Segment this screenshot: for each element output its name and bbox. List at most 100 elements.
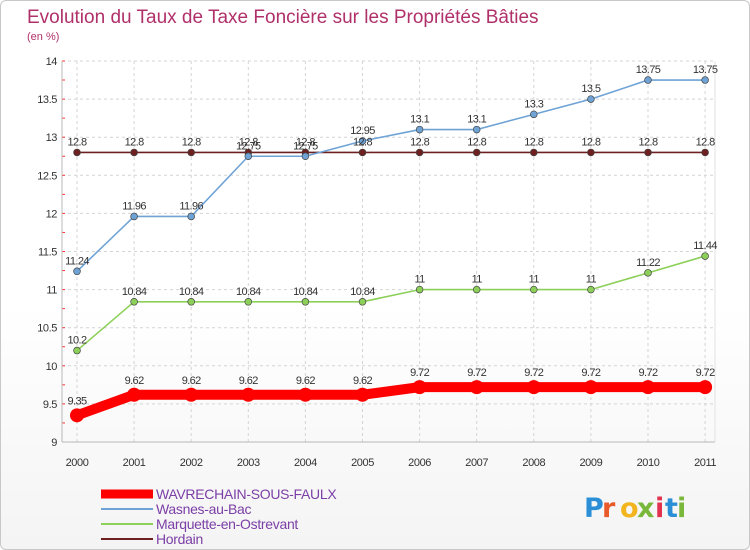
data-label: 9.72: [467, 367, 486, 379]
legend-label: WAVRECHAIN-SOUS-FAULX: [156, 486, 337, 502]
data-point: [187, 148, 195, 157]
y-tick-label: 13: [46, 132, 58, 144]
data-point: [73, 346, 81, 355]
legend-label: Wasnes-au-Bac: [156, 501, 251, 517]
data-label: 12.8: [696, 136, 715, 148]
data-label: 10.84: [122, 286, 147, 298]
data-point: [358, 298, 367, 306]
data-label: 9.72: [524, 367, 543, 379]
data-label: 13.75: [693, 64, 718, 76]
proxiti-logo: Pr ox i t i: [584, 493, 686, 524]
data-label: 12.8: [467, 136, 486, 148]
data-point: [701, 252, 709, 260]
data-point: [698, 380, 713, 395]
data-point: [184, 387, 199, 402]
data-point: [587, 148, 595, 157]
series-line-3: [72, 382, 711, 421]
data-point: [130, 212, 138, 221]
data-point: [412, 380, 427, 395]
x-tick-label: 2003: [237, 457, 260, 469]
data-point: [298, 387, 313, 402]
data-label: 12.8: [125, 136, 144, 148]
data-label: 9.62: [353, 375, 372, 387]
legend-label: Hordain: [156, 531, 203, 547]
brand-letter: r: [602, 493, 616, 524]
data-label: 11: [586, 274, 597, 286]
data-label: 12.8: [67, 136, 86, 148]
data-label: 11.24: [65, 255, 89, 267]
series-line-1: [76, 255, 706, 352]
chart-title: Evolution du Taux de Taxe Foncière sur l…: [27, 7, 539, 28]
x-tick-label: 2006: [408, 457, 431, 469]
data-point: [583, 380, 598, 395]
y-tick-label: 10: [46, 361, 58, 373]
data-point: [644, 148, 652, 157]
data-label: 9.62: [296, 375, 315, 387]
legend: WAVRECHAIN-SOUS-FAULXWasnes-au-BacMarque…: [101, 486, 338, 547]
data-label: 13.1: [467, 114, 486, 126]
data-label: 10.84: [293, 286, 318, 298]
data-point: [415, 125, 424, 134]
data-label: 11: [472, 274, 483, 286]
data-label: 9.62: [239, 375, 258, 387]
data-point: [244, 152, 253, 161]
data-point: [644, 76, 652, 84]
data-label: 12.8: [410, 136, 429, 148]
data-label: 13.1: [410, 114, 429, 126]
data-label: 10.84: [236, 286, 261, 298]
data-point: [70, 408, 84, 423]
data-point: [73, 148, 81, 157]
x-tick-label: 2002: [180, 457, 203, 469]
x-tick-label: 2005: [351, 457, 374, 469]
data-label: 9.72: [696, 367, 715, 379]
data-label: 11: [529, 274, 540, 286]
y-tick-label: 12: [46, 208, 58, 220]
data-label: 10.2: [67, 335, 86, 347]
y-tick-label: 13.5: [37, 94, 57, 106]
data-point: [130, 298, 138, 306]
data-label: 9.62: [125, 375, 144, 387]
y-tick-label: 11: [46, 285, 57, 297]
data-label: 11.22: [636, 257, 660, 269]
axes: 9 9.5 10 10.5 11 11.5 12 12.5 13 13.5 14 2000 2001 20…: [37, 56, 717, 469]
x-tick-label: 2010: [637, 457, 660, 469]
y-tick-label: 9: [51, 437, 57, 449]
data-label: 12.8: [182, 136, 201, 148]
brand-letter: t: [665, 493, 678, 524]
data-point: [130, 148, 138, 157]
y-tick-label: 12.5: [37, 170, 57, 182]
data-point: [358, 137, 367, 145]
data-label: 11.44: [693, 240, 717, 252]
data-label: 13.3: [524, 98, 543, 110]
data-point: [355, 387, 370, 402]
data-label: 12.95: [350, 125, 375, 137]
brand-letter: x: [637, 493, 654, 524]
y-tick-label: 10.5: [37, 323, 57, 335]
data-label: 9.72: [638, 367, 657, 379]
brand-letter: P: [584, 493, 604, 524]
data-labels: 12.8 12.8 12.8 12.8 12.8 12.8 12.8 12.8 12.8 12.8…: [65, 64, 718, 407]
x-tick-label: 2011: [694, 457, 716, 469]
series-line-2: [76, 79, 706, 273]
data-point: [701, 76, 709, 84]
data-label: 9.72: [410, 367, 429, 379]
data-point: [244, 298, 253, 306]
data-point: [587, 285, 595, 294]
data-point: [641, 380, 655, 395]
data-label: 12.8: [581, 136, 600, 148]
data-label: 11.96: [122, 200, 146, 212]
data-point: [415, 148, 424, 157]
chart-subtitle: (en %): [27, 31, 59, 43]
data-label: 11.96: [179, 200, 203, 212]
data-label: 9.62: [182, 375, 201, 387]
data-point: [701, 148, 709, 157]
data-point: [187, 212, 195, 221]
data-label: 12.8: [296, 136, 315, 148]
grid: [62, 60, 715, 443]
data-point: [301, 152, 310, 161]
data-label: 9.35: [67, 395, 86, 407]
y-tick-label: 9.5: [43, 399, 57, 411]
data-point: [526, 380, 541, 395]
brand-letter: i: [655, 493, 664, 524]
